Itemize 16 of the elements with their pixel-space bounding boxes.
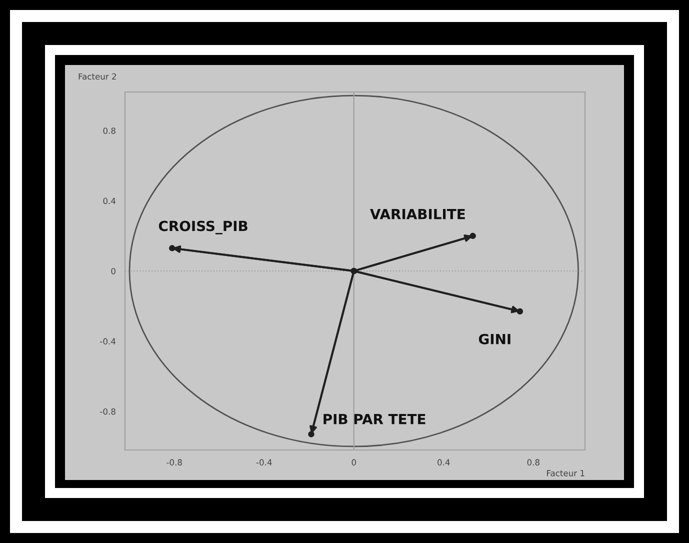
y-tick-label: 0 (111, 268, 116, 274)
x-tick-label: -0.4 (256, 459, 272, 466)
y-tick-label: 0.4 (103, 198, 116, 204)
x-tick-label: 0.4 (438, 459, 450, 466)
x-tick-label: -0.8 (166, 459, 182, 466)
y-tick-label: -0.8 (100, 408, 116, 415)
x-tick-label: 0.8 (527, 459, 540, 466)
y-tick-label: -0.4 (100, 338, 116, 344)
series-label: CROISS_PIB (158, 220, 248, 234)
series-label: VARIABILITE (370, 209, 465, 220)
x-axis-title: Facteur 1 (547, 470, 584, 476)
series-label: PIB PAR TETE (324, 414, 426, 424)
series-label: GINI (478, 334, 510, 344)
x-tick-label: 0 (352, 459, 356, 466)
y-axis-title: Facteur 2 (78, 73, 116, 80)
y-tick-label: 0.8 (103, 128, 116, 134)
